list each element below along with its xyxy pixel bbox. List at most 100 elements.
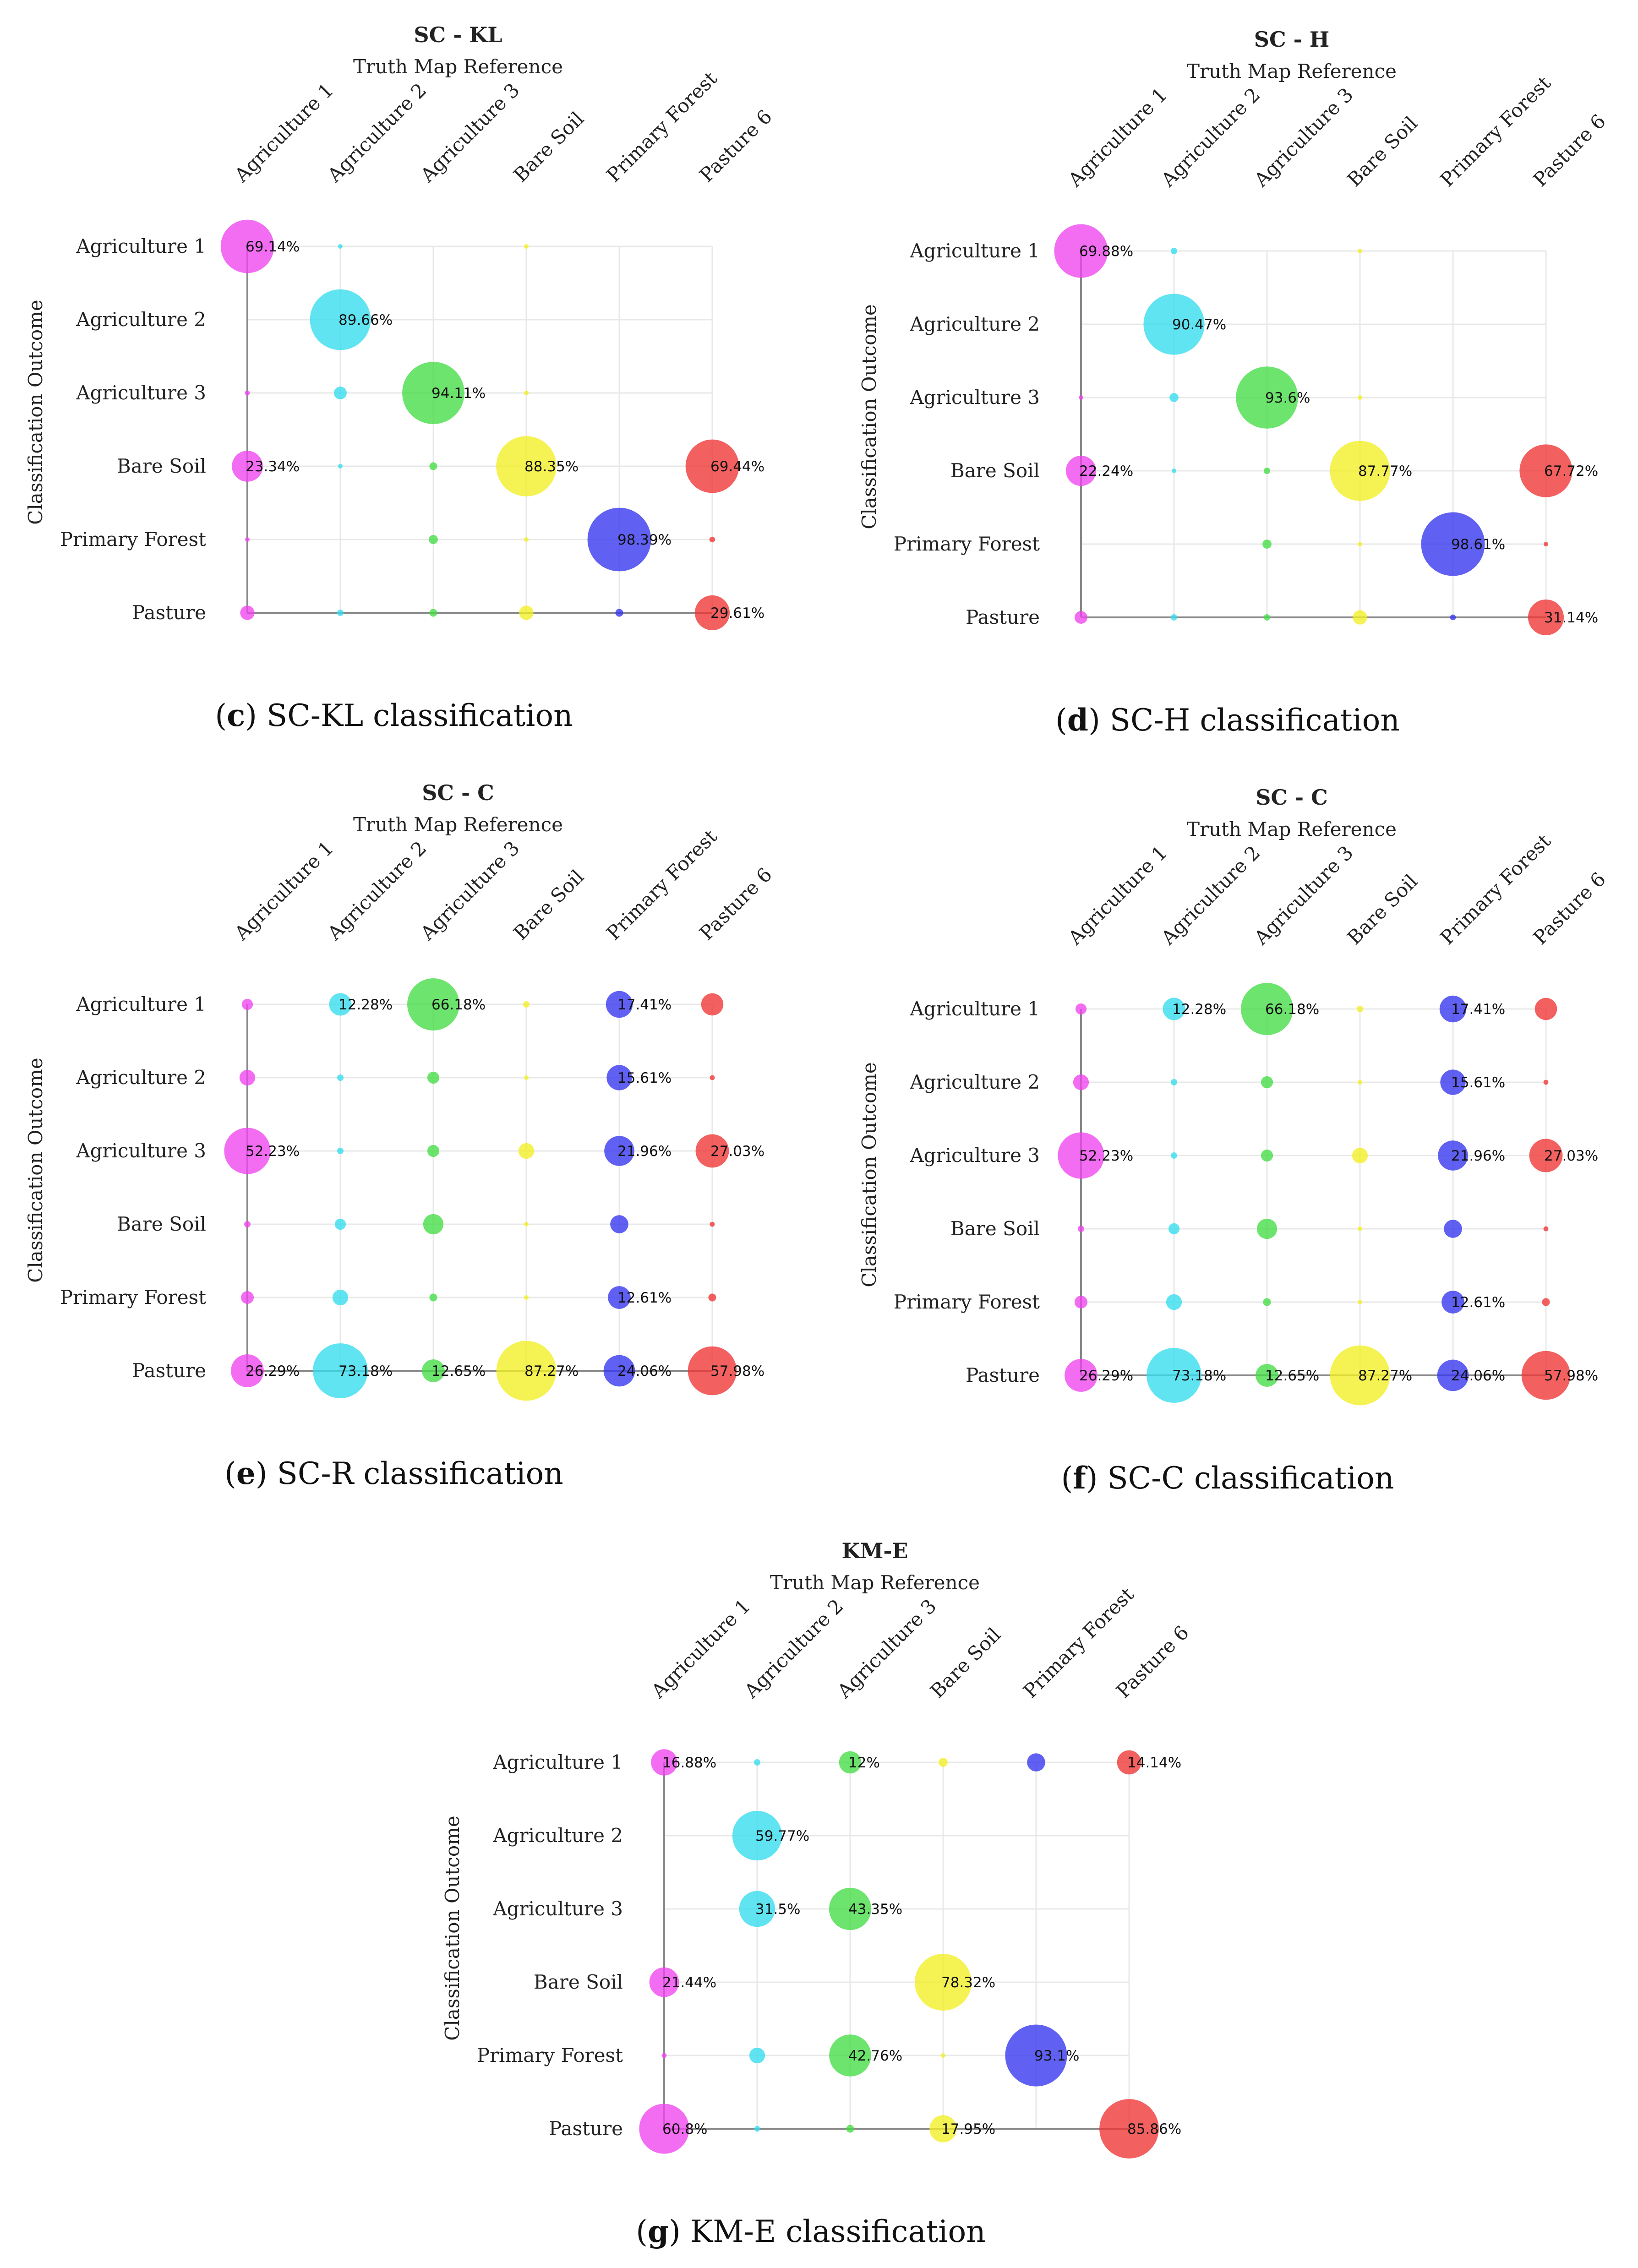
bubble-value-label: 12.28%	[339, 997, 393, 1013]
bubble-value-label: 87.27%	[1358, 1368, 1412, 1384]
bubble-point	[523, 1001, 530, 1008]
bubble-value-label: 73.18%	[339, 1363, 393, 1379]
bubble-value-label: 87.77%	[1358, 463, 1412, 480]
bubble-point	[524, 1222, 529, 1227]
bubble-point	[1065, 455, 1097, 486]
figure-caption: (d) SC-H classification	[1055, 702, 1400, 738]
bubble-point	[1264, 468, 1270, 474]
bubble-point	[1171, 248, 1177, 254]
bubble-point	[232, 451, 263, 482]
bubble-point	[1058, 1132, 1104, 1179]
bubble-point	[1169, 393, 1179, 402]
chart-title: SC - H	[1254, 27, 1329, 52]
column-tick-label: Pasture 6	[695, 105, 776, 186]
bubble-value-label: 24.06%	[1451, 1368, 1505, 1384]
row-tick-label: Bare Soil	[117, 455, 206, 477]
bubble-point	[427, 1145, 440, 1157]
row-tick-label: Primary Forest	[60, 528, 206, 551]
bubble-value-label: 85.86%	[1127, 2121, 1181, 2137]
bubble-point	[1358, 249, 1362, 253]
bubble-point	[639, 2104, 689, 2154]
bubble-point	[338, 464, 343, 469]
bubble-point	[1079, 395, 1083, 400]
bubble-point	[245, 390, 250, 396]
bubble-point	[1236, 366, 1298, 429]
column-tick-label: Pasture 6	[1529, 868, 1610, 949]
bubble-point	[651, 1749, 677, 1776]
bubble-value-label: 57.98%	[710, 1363, 764, 1379]
bubble-value-label: 78.32%	[941, 1974, 995, 1991]
bubble-point	[1544, 542, 1548, 546]
bubble-value-label: 17.41%	[1451, 1001, 1505, 1018]
bubble-point	[402, 362, 464, 424]
chart-title: KM-E	[841, 1538, 908, 1563]
bubble-point	[695, 1134, 729, 1168]
bubble-point	[422, 1359, 445, 1382]
bubble-point	[694, 595, 730, 631]
chart-subtitle: Truth Map Reference	[1187, 818, 1397, 840]
bubble-value-label: 52.23%	[246, 1143, 300, 1160]
bubble-point	[915, 1954, 972, 2011]
bubble-point	[1065, 1359, 1097, 1392]
bubble-point	[407, 978, 459, 1030]
bubble-point	[1353, 610, 1367, 625]
column-tick-label: Bare Soil	[926, 1623, 1005, 1702]
bubble-point	[334, 387, 347, 399]
bubble-value-label: 88.35%	[524, 458, 579, 475]
row-tick-label: Agriculture 2	[76, 1066, 206, 1089]
bubble-point	[829, 2034, 871, 2077]
bubble-point	[1147, 1348, 1201, 1403]
bubble-value-label: 98.39%	[617, 532, 672, 548]
chart-title: SC - C	[422, 780, 494, 805]
bubble-point	[1440, 1069, 1466, 1095]
bubble-point	[1528, 599, 1564, 636]
bubble-point	[329, 993, 352, 1016]
bubble-point	[1163, 998, 1185, 1020]
row-tick-label: Primary Forest	[894, 1291, 1040, 1313]
bubble-point	[334, 1218, 346, 1230]
row-tick-label: Pasture	[132, 1359, 206, 1382]
bubble-value-label: 90.47%	[1172, 316, 1226, 333]
bubble-point	[1171, 1152, 1177, 1159]
row-tick-label: Agriculture 1	[909, 240, 1040, 262]
bubble-point	[1450, 614, 1456, 621]
column-tick-label: Agriculture 3	[833, 1595, 941, 1703]
bubble-value-label: 89.66%	[339, 312, 393, 328]
bubble-point	[732, 1810, 782, 1861]
bubble-point	[587, 507, 651, 572]
column-tick-label: Bare Soil	[1343, 112, 1422, 191]
bubble-point	[1264, 614, 1270, 621]
bubble-point	[524, 391, 529, 395]
bubble-point	[604, 1136, 634, 1166]
bubble-point	[519, 605, 534, 620]
bubble-point	[524, 1295, 529, 1300]
y-axis-title: Classification Outcome	[858, 1062, 880, 1287]
row-tick-label: Pasture	[966, 606, 1040, 628]
row-tick-label: Agriculture 2	[909, 313, 1040, 335]
column-tick-label: Agriculture 3	[416, 79, 524, 187]
bubble-point	[754, 2126, 760, 2132]
bubble-point	[709, 536, 715, 543]
bubble-point	[839, 1751, 862, 1774]
bubble-value-label: 31.14%	[1544, 610, 1598, 626]
bubble-value-label: 69.44%	[710, 458, 764, 475]
column-tick-label: Agriculture 2	[1157, 841, 1265, 949]
bubble-value-label: 69.88%	[1079, 243, 1133, 260]
bubble-point	[739, 1891, 775, 1927]
row-tick-label: Bare Soil	[534, 1971, 623, 1993]
bubble-point	[846, 2125, 854, 2133]
y-axis-title: Classification Outcome	[24, 300, 47, 525]
bubble-point	[224, 1128, 271, 1174]
bubble-point	[1005, 2024, 1067, 2087]
row-tick-label: Agriculture 3	[909, 386, 1040, 409]
row-tick-label: Agriculture 1	[492, 1751, 623, 1773]
bubble-point	[245, 537, 250, 542]
bubble-point	[1358, 1227, 1362, 1231]
bubble-value-label: 52.23%	[1079, 1148, 1133, 1164]
bubble-value-label: 42.76%	[848, 2048, 902, 2064]
row-tick-label: Primary Forest	[477, 2044, 623, 2066]
bubble-point	[313, 1343, 368, 1398]
row-tick-label: Agriculture 3	[76, 1139, 206, 1162]
